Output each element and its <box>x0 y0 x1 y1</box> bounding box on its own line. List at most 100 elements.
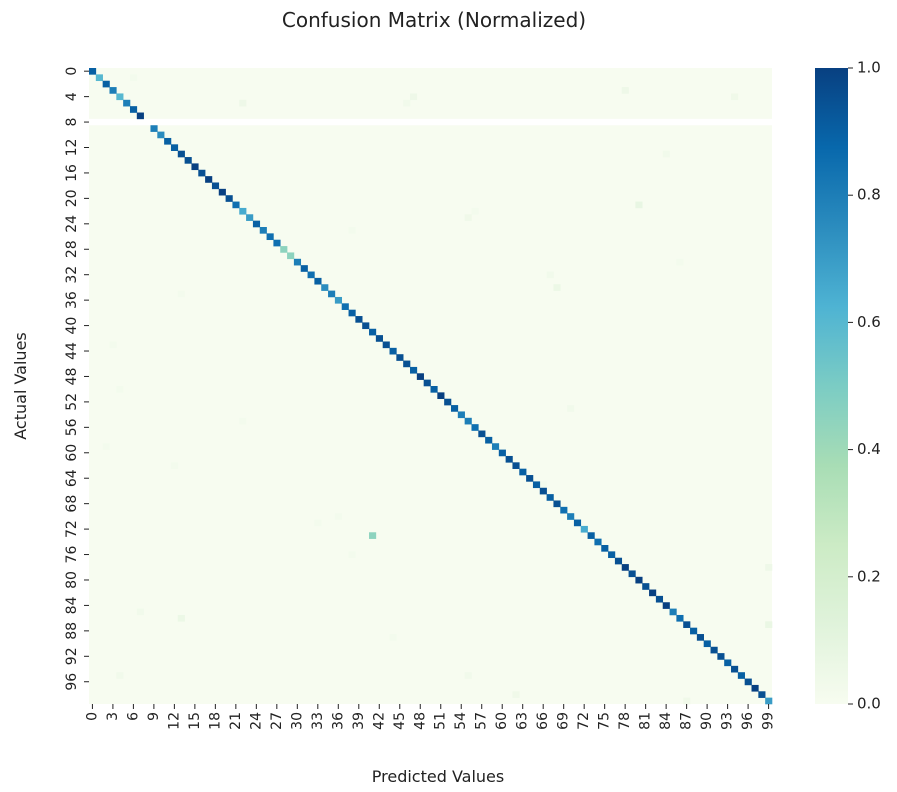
x-tick-label: 69 <box>556 712 572 730</box>
y-tick-label: 88 <box>64 622 80 640</box>
heatmap-cell <box>471 207 479 215</box>
x-tick-label: 30 <box>289 712 305 730</box>
x-tick-label: 3 <box>105 712 121 721</box>
x-tick-label: 57 <box>474 712 490 730</box>
diagonal-cell <box>532 481 541 489</box>
heatmap-cell <box>109 341 117 349</box>
heatmap-cells <box>89 68 773 705</box>
heatmap-cell <box>177 614 185 622</box>
y-tick-label: 24 <box>64 215 80 233</box>
diagonal-cell <box>102 80 110 88</box>
heatmap-cell <box>239 417 247 425</box>
y-tick-label: 12 <box>64 139 80 157</box>
diagonal-cell <box>690 627 698 635</box>
x-tick-label: 72 <box>576 712 592 730</box>
y-tick-label: 60 <box>64 444 80 462</box>
diagonal-cell <box>744 678 752 686</box>
diagonal-cell <box>375 335 383 342</box>
diagonal-cell <box>355 316 363 323</box>
diagonal-cell <box>334 296 343 304</box>
diagonal-cell <box>239 207 247 215</box>
diagonal-cell <box>662 602 670 609</box>
y-tick-label: 36 <box>64 291 80 309</box>
diagonal-cell <box>300 265 308 272</box>
heatmap-cell <box>635 201 643 209</box>
x-tick-label: 93 <box>720 712 736 730</box>
diagonal-cell <box>478 430 486 438</box>
diagonal-cell <box>246 214 254 221</box>
y-tick-label: 80 <box>64 571 80 589</box>
diagonal-cell <box>765 697 773 705</box>
heatmap-cell <box>177 290 185 298</box>
diagonal-cell <box>512 462 520 469</box>
y-tick-label: 40 <box>64 317 80 335</box>
diagonal-cell <box>341 303 349 310</box>
x-tick-label: 42 <box>371 712 387 730</box>
diagonal-cell <box>109 87 117 94</box>
diagonal-cell <box>676 614 684 622</box>
y-tick-label: 8 <box>64 118 80 127</box>
diagonal-cell <box>758 691 766 698</box>
x-tick-label: 18 <box>207 712 223 730</box>
diagonal-cell <box>150 125 158 132</box>
y-tick-label: 48 <box>64 368 80 386</box>
colorbar-tick-label: 1.0 <box>857 59 881 77</box>
diagonal-cell <box>129 106 138 113</box>
colorbar <box>815 68 848 704</box>
y-tick-label: 32 <box>64 266 80 284</box>
x-tick-label: 54 <box>453 712 469 730</box>
diagonal-cell <box>191 163 199 171</box>
diagonal-cell <box>608 551 616 559</box>
diagonal-cell <box>717 653 725 660</box>
x-tick-label: 87 <box>679 712 695 730</box>
diagonal-cell <box>710 646 718 654</box>
diagonal-cell <box>655 595 664 603</box>
colorbar-tick-label: 0.0 <box>857 695 881 713</box>
diagonal-cell <box>136 112 144 120</box>
heatmap-cell <box>102 443 110 450</box>
diagonal-cell <box>669 608 677 616</box>
diagonal-cell <box>95 74 103 82</box>
heatmap-cell <box>512 691 520 698</box>
heatmap-cell <box>765 564 773 571</box>
colorbar-tick-label: 0.6 <box>857 313 881 331</box>
diagonal-cell <box>560 506 568 514</box>
x-tick-label: 27 <box>269 712 285 730</box>
y-tick-label: 64 <box>64 469 80 487</box>
diagonal-cell <box>724 659 732 667</box>
y-tick-label: 56 <box>64 418 80 436</box>
diagonal-cell <box>567 513 575 520</box>
diagonal-cell <box>485 436 493 444</box>
x-tick-label: 21 <box>228 712 244 730</box>
y-tick-label: 28 <box>64 240 80 258</box>
diagonal-cell <box>348 309 356 317</box>
diagonal-cell <box>211 182 220 190</box>
y-tick-label: 16 <box>64 164 80 182</box>
diagonal-cell <box>293 258 302 266</box>
diagonal-cell <box>683 621 691 628</box>
diagonal-cell <box>389 347 397 355</box>
diagonal-cell <box>177 150 185 158</box>
x-tick-label: 12 <box>166 712 182 730</box>
diagonal-cell <box>649 589 657 597</box>
diagonal-cell <box>587 532 595 539</box>
y-tick-label: 76 <box>64 546 80 564</box>
x-tick-label: 45 <box>392 712 408 730</box>
diagonal-cell <box>396 354 404 361</box>
x-axis-ticks: 0 3 6 9 12 15 18 21 24 27 30 33 36 39 42 45 48 51 54 57 60 63… <box>84 704 777 730</box>
x-tick-label: 36 <box>330 712 346 730</box>
diagonal-cell <box>621 564 629 571</box>
diagonal-cell <box>471 424 479 431</box>
x-tick-label: 6 <box>125 712 141 721</box>
colorbar-ticks: 0.0 0.2 0.4 0.6 0.8 1.0 <box>848 59 881 713</box>
x-tick-label: 78 <box>617 712 633 730</box>
y-tick-label: 72 <box>64 520 80 538</box>
diagonal-cell <box>491 443 500 450</box>
x-tick-label: 63 <box>515 712 531 730</box>
heatmap <box>89 68 773 705</box>
heatmap-cell <box>136 608 144 616</box>
diagonal-cell <box>731 665 739 673</box>
x-tick-label: 24 <box>248 712 264 730</box>
diagonal-cell <box>594 538 602 546</box>
diagonal-cell <box>444 398 452 406</box>
